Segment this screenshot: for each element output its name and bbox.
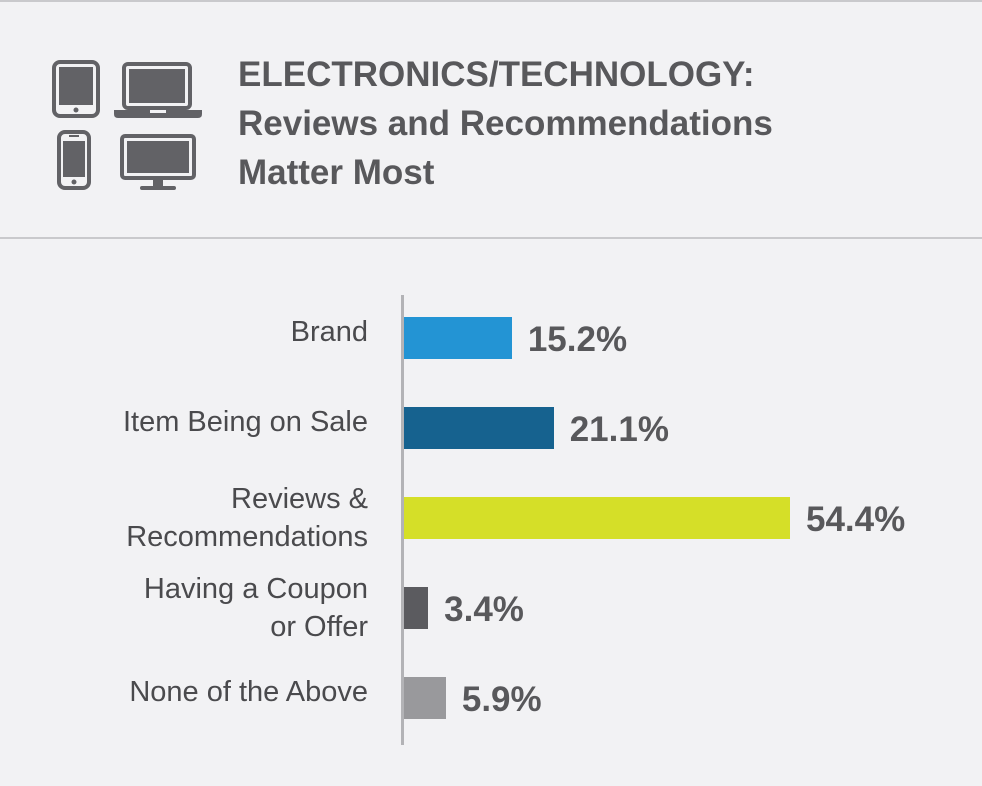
category-label-line: Having a Coupon xyxy=(143,573,368,605)
title-line-1: ELECTRONICS/TECHNOLOGY: xyxy=(238,55,755,94)
category-label-line: Item Being on Sale xyxy=(122,406,368,438)
category-label: None of the Above xyxy=(129,673,368,711)
top-divider xyxy=(0,0,982,2)
category-label-line: None of the Above xyxy=(129,676,368,708)
value-label: 54.4% xyxy=(806,500,906,539)
monitor-icon xyxy=(120,134,196,190)
bar xyxy=(404,587,429,629)
value-label: 15.2% xyxy=(527,320,628,359)
laptop-icon xyxy=(114,62,202,118)
section-divider xyxy=(0,237,982,239)
device-icons xyxy=(50,60,205,192)
category-label-line: Brand xyxy=(290,316,368,348)
category-label: Brand xyxy=(291,313,368,351)
bar-chart: Brand 15.2% Item Being on Sale 21.1% Reviews… xyxy=(0,280,982,760)
value-label: 5.9% xyxy=(461,680,542,719)
category-label-line: or Offer xyxy=(270,611,368,643)
title-line-3: Matter Most xyxy=(238,153,435,192)
bar xyxy=(404,497,790,539)
bar xyxy=(404,407,554,449)
value-label: 21.1% xyxy=(569,410,669,449)
tablet-icon xyxy=(52,60,100,118)
smartphone-icon xyxy=(57,130,91,190)
bar xyxy=(404,317,512,359)
value-label: 3.4% xyxy=(444,590,524,629)
category-axis-line xyxy=(401,295,404,745)
category-label: Having a Coupon or Offer xyxy=(144,570,368,646)
page-title: ELECTRONICS/TECHNOLOGY: Reviews and Reco… xyxy=(238,50,938,197)
bar xyxy=(404,677,446,719)
category-label-line: Reviews & xyxy=(231,483,368,515)
title-line-2: Reviews and Recommendations xyxy=(238,104,773,143)
category-label: Item Being on Sale xyxy=(123,403,368,441)
category-label-line: Recommendations xyxy=(126,521,368,553)
category-label: Reviews & Recommendations xyxy=(126,480,368,556)
